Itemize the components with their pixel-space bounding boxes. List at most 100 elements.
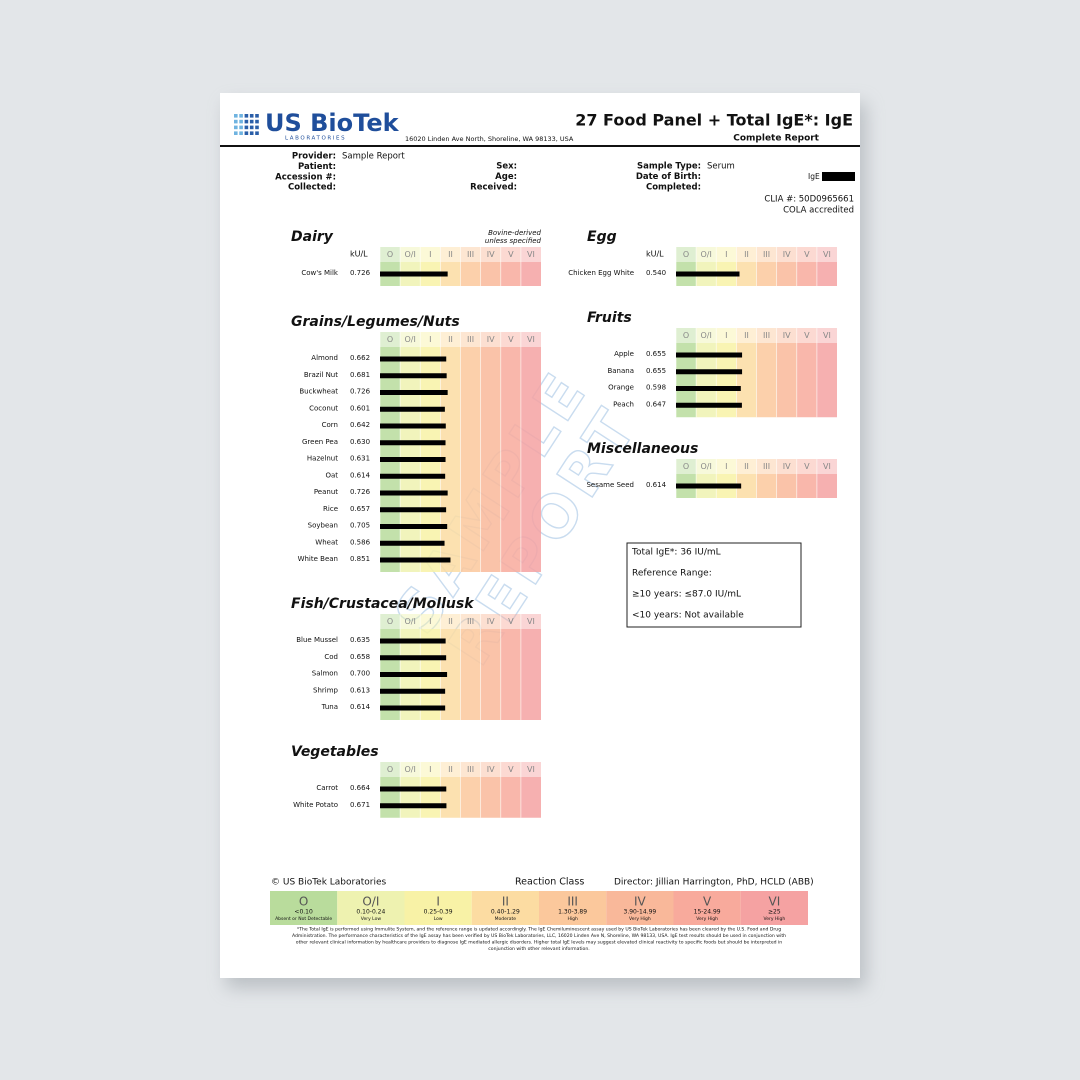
legend-cell xyxy=(606,891,674,925)
class-header-cell xyxy=(420,614,441,629)
food-value: 0.662 xyxy=(350,354,370,362)
class-header: O xyxy=(683,250,689,259)
class-column xyxy=(440,629,461,720)
food-name: Tuna xyxy=(321,703,338,711)
class-header-cell xyxy=(716,459,737,474)
food-name: Banana xyxy=(607,367,634,375)
food-name: Orange xyxy=(608,384,634,392)
cola: COLA accredited xyxy=(783,206,854,216)
class-header: O/I xyxy=(701,462,712,471)
class-header: VI xyxy=(823,250,831,259)
result-bar xyxy=(676,483,742,489)
legend-class: VI xyxy=(769,895,781,909)
address: 16020 Linden Ave North, Shoreline, WA 98… xyxy=(405,135,574,143)
food-value: 0.540 xyxy=(646,269,666,277)
food-name: Oat xyxy=(325,471,338,479)
info-label: Patient: xyxy=(298,162,336,172)
legend-cell xyxy=(539,891,607,925)
result-bar xyxy=(380,688,446,694)
food-name: Corn xyxy=(322,421,338,429)
legend-description: Low xyxy=(434,916,443,922)
section-note: unless specified xyxy=(485,237,542,245)
total-ige-line: Total IgE*: 36 IU/mL xyxy=(631,548,721,558)
class-header: IV xyxy=(487,335,495,344)
info-value: Sample Report xyxy=(342,152,405,162)
class-column xyxy=(500,347,521,572)
class-header: I xyxy=(429,335,431,344)
class-header-cell xyxy=(676,247,697,262)
logo-dot xyxy=(239,131,243,135)
class-header-cell xyxy=(676,459,697,474)
class-header-cell xyxy=(696,459,717,474)
class-header-cell xyxy=(500,614,521,629)
class-header-cell xyxy=(460,762,481,777)
class-header: II xyxy=(448,765,453,774)
food-name: Brazil Nut xyxy=(304,371,338,379)
class-header-cell xyxy=(716,247,737,262)
logo-dot xyxy=(234,125,238,130)
info-label: Date of Birth: xyxy=(636,172,701,182)
legend-description: Very Low xyxy=(361,916,382,922)
class-header-cell xyxy=(736,328,757,343)
class-header: O xyxy=(387,335,393,344)
class-header-cell xyxy=(440,332,461,347)
class-header: II xyxy=(448,335,453,344)
food-value: 0.664 xyxy=(350,784,371,792)
food-name: Green Pea xyxy=(302,438,338,446)
class-header: O/I xyxy=(405,250,416,259)
class-header: VI xyxy=(527,335,535,344)
report-subtitle: Complete Report xyxy=(733,134,819,144)
logo-dot xyxy=(239,125,243,130)
result-bar xyxy=(380,557,451,563)
class-column xyxy=(776,474,797,498)
class-column xyxy=(500,262,521,286)
class-header-cell xyxy=(440,247,461,262)
class-header-cell xyxy=(816,247,837,262)
class-header: O xyxy=(387,250,393,259)
class-column xyxy=(816,262,837,286)
class-header: III xyxy=(763,250,770,259)
result-bar xyxy=(676,352,743,358)
food-name: White Potato xyxy=(293,801,338,809)
food-name: Cow's Milk xyxy=(301,269,339,277)
class-header: O/I xyxy=(701,331,712,340)
class-column xyxy=(460,262,481,286)
class-header-cell xyxy=(520,762,541,777)
class-column xyxy=(816,343,837,418)
class-column xyxy=(756,343,777,418)
legend-description: Very High xyxy=(629,916,651,922)
class-header: VI xyxy=(823,331,831,340)
legend-cell xyxy=(404,891,472,925)
class-header-cell xyxy=(696,328,717,343)
result-bar xyxy=(380,373,447,379)
class-column xyxy=(736,262,757,286)
class-column xyxy=(520,262,541,286)
food-value: 0.635 xyxy=(350,636,370,644)
disclaimer: other relevant clinical information by h… xyxy=(296,940,783,946)
logo-sub: LABORATORIES xyxy=(285,136,346,142)
class-header: VI xyxy=(823,462,831,471)
antibody: IgE xyxy=(808,172,820,181)
class-header: O/I xyxy=(405,765,416,774)
class-header: V xyxy=(508,335,514,344)
class-column xyxy=(480,629,501,720)
class-header-cell xyxy=(520,614,541,629)
class-column xyxy=(756,474,777,498)
class-column xyxy=(796,343,817,418)
result-bar xyxy=(380,524,448,529)
logo-dot xyxy=(255,125,259,130)
food-name: Almond xyxy=(311,354,338,362)
result-bar xyxy=(380,638,446,644)
legend-range: 3.90-14.99 xyxy=(624,909,657,916)
legend-class: V xyxy=(703,895,712,909)
class-header: V xyxy=(508,765,514,774)
unit: kU/L xyxy=(646,250,664,259)
class-header-cell xyxy=(736,459,757,474)
class-column xyxy=(796,474,817,498)
legend-class: O xyxy=(299,895,308,909)
class-header-cell xyxy=(480,247,501,262)
food-name: Salmon xyxy=(312,670,338,678)
class-column xyxy=(480,777,501,818)
legend-range: 0.10-0.24 xyxy=(356,909,385,916)
